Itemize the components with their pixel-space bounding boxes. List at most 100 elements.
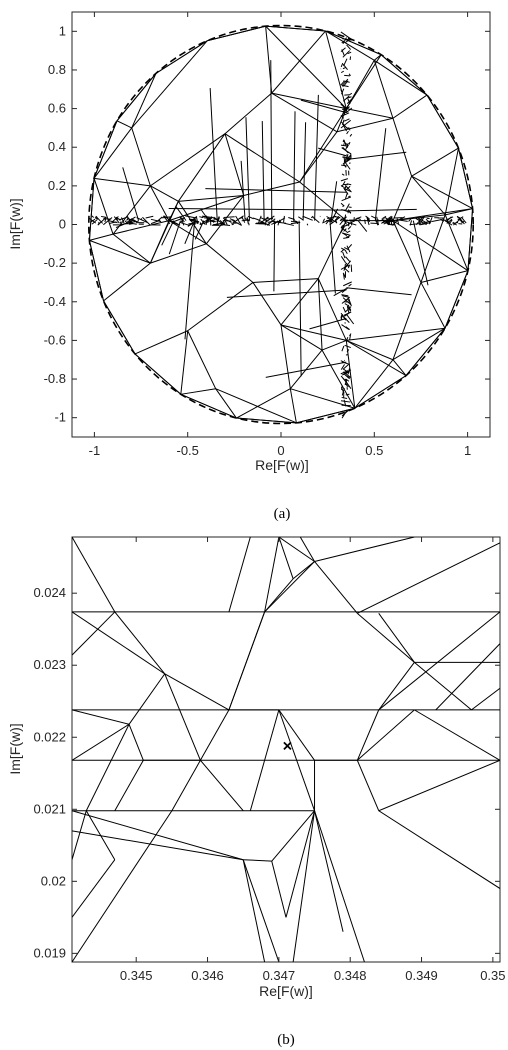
dense-horizontal-edge [325, 218, 331, 225]
x-tick-label: 0.35 [480, 968, 505, 983]
dense-horizontal-edge [223, 216, 235, 218]
dense-horizontal-edge [205, 218, 208, 226]
dense-horizontal-edge [449, 219, 453, 224]
mesh-edge [380, 54, 428, 96]
mesh-edge [345, 313, 355, 325]
mesh-edge [264, 561, 315, 613]
dense-vertical-edge [340, 47, 346, 52]
mesh-edge [209, 88, 218, 221]
dense-vertical-edge [343, 186, 347, 191]
mesh-edge [354, 359, 394, 409]
dense-vertical-edge [341, 295, 350, 298]
mesh-edge [205, 188, 347, 193]
x-tick-label: 0.5 [365, 443, 383, 458]
dense-vertical-edge [346, 305, 352, 312]
dense-horizontal-edge [420, 222, 431, 226]
y-tick-label: 0.6 [48, 101, 66, 116]
dense-vertical-edge [344, 303, 350, 307]
dense-vertical-edge [341, 88, 345, 95]
dense-vertical-edge [340, 89, 344, 94]
dense-vertical-edge [345, 336, 349, 342]
mesh-edge [85, 724, 130, 811]
dense-vertical-edge [340, 62, 344, 68]
dense-horizontal-edge [191, 216, 198, 221]
mesh-edge [426, 94, 459, 149]
dense-horizontal-edge [277, 219, 281, 226]
dense-horizontal-edge [104, 216, 107, 223]
dense-horizontal-edge [142, 216, 151, 226]
dense-vertical-edge [340, 144, 347, 147]
mesh-edge [72, 810, 244, 861]
y-tick-label: 0.02 [41, 873, 66, 888]
panel-b-mesh [72, 537, 500, 962]
dense-horizontal-edge [178, 216, 185, 223]
mesh-edge [280, 324, 291, 389]
mesh-edge [346, 151, 407, 160]
mesh-edge [89, 239, 151, 264]
dense-horizontal-edge [260, 221, 271, 226]
mesh-edge [168, 195, 244, 222]
mesh-edge [318, 147, 347, 157]
mesh-edge [242, 859, 280, 962]
mesh-edge [392, 220, 422, 283]
dense-horizontal-edge [302, 215, 313, 221]
mesh-edge [224, 133, 300, 183]
mesh-edge [72, 709, 130, 725]
dense-vertical-edge [349, 92, 353, 96]
dense-vertical-edge [343, 399, 347, 407]
mesh-edge [245, 117, 250, 221]
mesh-edge [131, 127, 151, 187]
mesh-edge [346, 339, 394, 361]
mesh-edge [72, 611, 116, 656]
mesh-edge [356, 760, 380, 811]
dense-horizontal-edge [113, 216, 120, 224]
x-tick-label: 0.346 [191, 968, 224, 983]
mesh-edge [177, 133, 226, 202]
dense-vertical-edge [346, 183, 352, 186]
mesh-edge [150, 243, 207, 264]
mesh-edge [356, 709, 380, 761]
dense-horizontal-edge [366, 216, 370, 226]
dense-vertical-edge [346, 185, 351, 191]
dense-vertical-edge [344, 74, 350, 77]
mesh-edge [346, 208, 417, 212]
mesh-edge [93, 178, 114, 235]
y-tick-label: -0.2 [44, 255, 66, 270]
mesh-edge [72, 859, 116, 918]
mesh-edge [236, 388, 291, 419]
mesh-edge [378, 810, 500, 889]
mesh-edge [278, 709, 316, 811]
mesh-edge [131, 40, 208, 129]
dense-vertical-edge [342, 377, 347, 383]
mesh-edge [373, 60, 394, 119]
mesh-edge [299, 108, 347, 183]
mesh-edge [265, 361, 347, 378]
dense-vertical-edge [345, 126, 351, 131]
dense-vertical-edge [343, 371, 352, 379]
dense-horizontal-edge [202, 217, 213, 223]
dense-vertical-edge [343, 155, 346, 163]
mesh-edge [180, 330, 189, 395]
x-tick-label: -0.5 [176, 443, 198, 458]
dense-horizontal-edge [276, 221, 287, 224]
dense-vertical-edge [342, 232, 348, 237]
dense-vertical-edge [345, 379, 348, 387]
mesh-edge [168, 208, 347, 211]
mesh-edge [467, 208, 474, 271]
dense-vertical-edge [346, 130, 349, 135]
dense-vertical-edge [342, 272, 346, 278]
mesh-edge [271, 92, 347, 110]
dense-vertical-edge [340, 178, 349, 182]
dense-horizontal-edge [201, 215, 213, 218]
mesh-edge [357, 220, 368, 232]
mesh-edge [236, 417, 297, 424]
dense-horizontal-edge [213, 223, 223, 226]
dense-vertical-edge [340, 103, 348, 110]
mesh-edge [242, 859, 266, 962]
dense-horizontal-edge [382, 215, 387, 219]
dense-vertical-edge [347, 51, 352, 55]
mesh-edge [378, 611, 500, 711]
dense-horizontal-edge [355, 216, 362, 220]
mesh-edge [187, 282, 254, 332]
mesh-edge [265, 25, 347, 109]
